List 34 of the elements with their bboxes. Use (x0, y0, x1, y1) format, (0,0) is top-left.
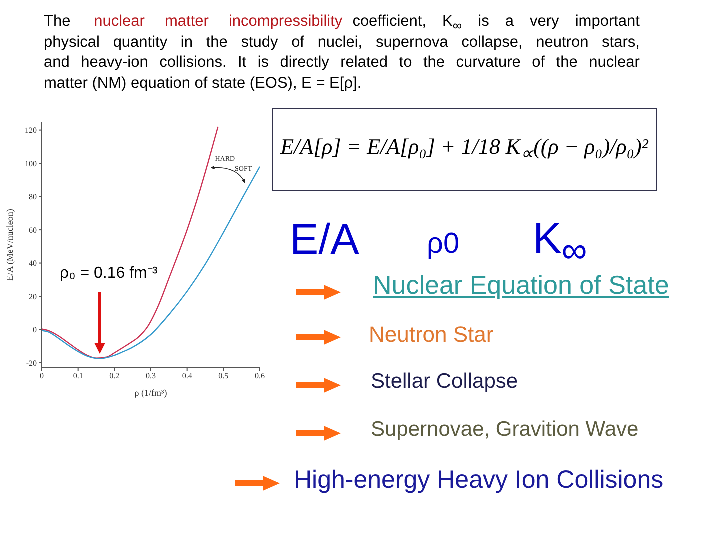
text: Nuclear Equation of State (373, 270, 670, 300)
y-tick-label: 60 (29, 226, 37, 235)
y-tick-label: 20 (29, 292, 37, 302)
annotation: ρ₀ = 0.16 fm⁻³ (60, 265, 158, 282)
text: Stellar Collapse (371, 370, 518, 393)
y-axis-title: E/A (MeV/nucleon) (5, 209, 16, 281)
text: nuclear matter incompressibility (94, 13, 343, 30)
y-tick-label: 40 (29, 259, 37, 268)
text: coefficient, K$_{∞}$ is a very important (352, 13, 640, 34)
y-tick-label: -20 (26, 358, 37, 368)
x-tick-label: 0.4 (182, 372, 192, 381)
text: Neutron Star (369, 322, 494, 347)
x-tick-label: 0.5 (218, 372, 229, 381)
text: The (44, 12, 71, 32)
text: and heavy-ion collisions. It is directly related to the curvature of the nuclear (44, 54, 640, 71)
text: Supernovae, Gravition Wave (371, 418, 639, 441)
x-tick-label: 0.6 (255, 372, 265, 381)
text: High-energy Heavy Ion Collisions (294, 466, 664, 494)
x-axis-title: ρ (1/fm³) (134, 388, 168, 398)
y-tick-label: 120 (25, 126, 37, 136)
x-tick-label: 0.1 (73, 372, 84, 381)
y-tick-label: 80 (29, 192, 37, 202)
y-tick-label: 100 (25, 159, 37, 168)
y-tick-label: 0 (33, 326, 37, 335)
text: E/A[ρ] = E/A[ρ₀] + 1/18 K$_{∝}$((ρ − ρ₀)/ρ₀)² (280, 134, 648, 165)
text: ρ0 (427, 228, 460, 260)
line-series (42, 166, 260, 360)
text: K$_{∞}$ (533, 215, 588, 271)
text: E/A (290, 216, 360, 264)
text: physical quantity in the study of nuclei, supernova collapse, neutron stars, (44, 34, 640, 50)
x-tick-label: 0.2 (110, 372, 120, 381)
text: matter (NM) equation of state (EOS), E = E[ρ]. (44, 74, 362, 94)
x-tick-label: 0.3 (146, 372, 156, 381)
x-tick-label: 0 (40, 372, 44, 381)
